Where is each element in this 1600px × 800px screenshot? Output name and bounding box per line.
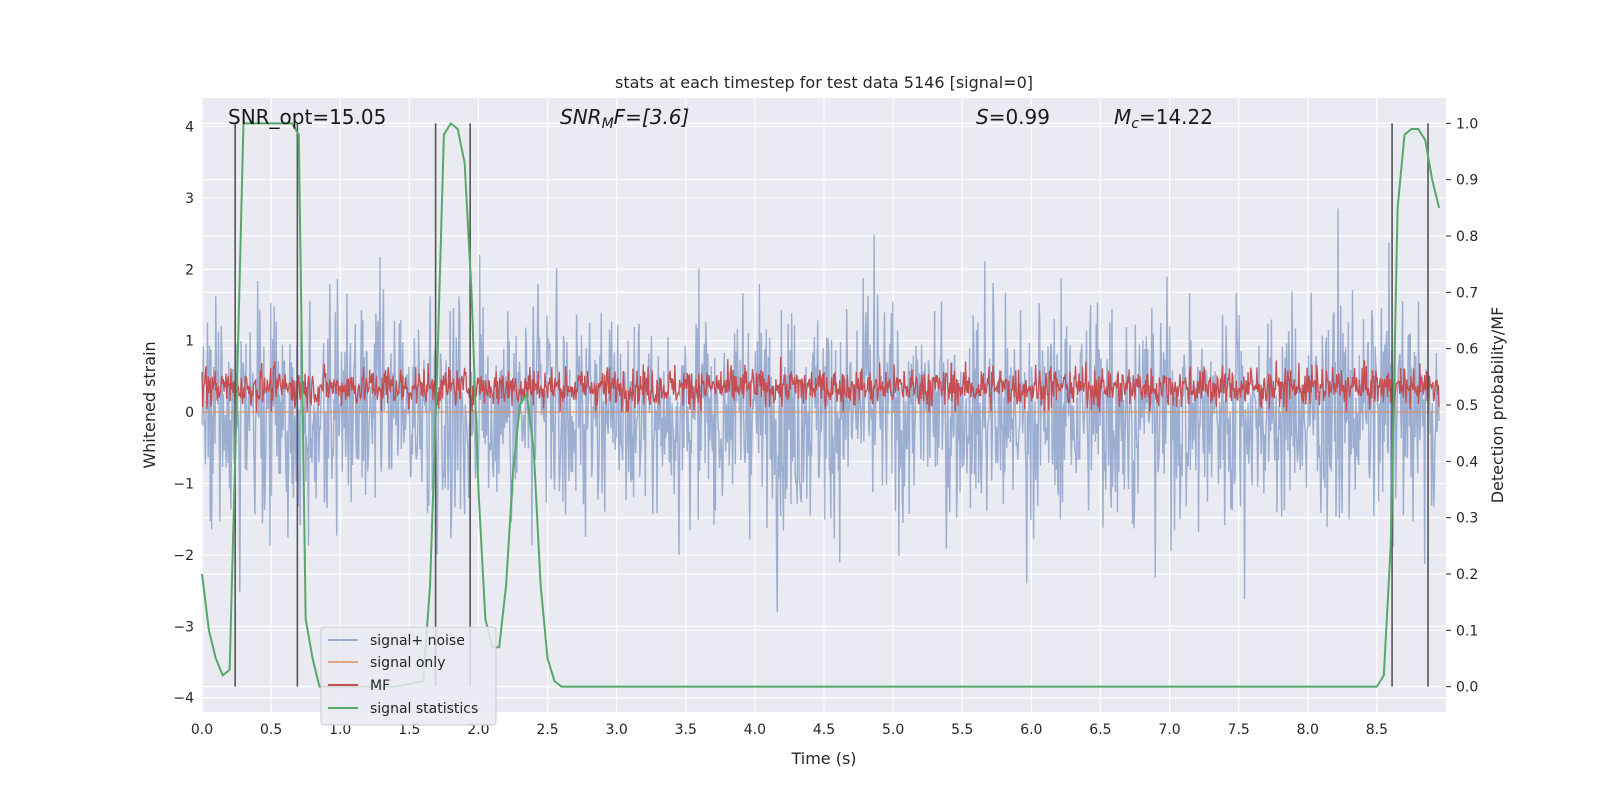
y2-tick-label: 1.0 (1456, 116, 1478, 132)
y2-tick-label: 0.6 (1456, 342, 1478, 358)
signal-statistics-line (201, 122, 1441, 688)
y2-tick-label: 0.7 (1456, 285, 1478, 301)
x-tick-label: 3.0 (606, 722, 628, 738)
x-tick-label: 5.0 (882, 722, 904, 738)
y-tick-label: 4 (185, 120, 194, 136)
y2-axis-ticks: 1.0 0.9 0.8 0.7 0.6 0.5 0.4 0.3 0.2 0.1 0.0 (1446, 116, 1478, 696)
x-tick-label: 6.5 (1089, 722, 1111, 738)
y2-tick-label: 0.5 (1456, 398, 1478, 414)
y-tick-label: 3 (185, 191, 194, 207)
series-signal-statistics (201, 122, 1441, 688)
annotation-mc: Mc=14.22 (1114, 105, 1213, 132)
x-tick-label: 1.0 (329, 722, 351, 738)
y-tick-label: −1 (173, 477, 194, 493)
y-tick-label: 1 (185, 334, 194, 350)
x-tick-label: 4.0 (744, 722, 766, 738)
x-axis-label: Time (s) (790, 749, 856, 768)
y2-tick-label: 0.3 (1456, 511, 1478, 527)
y-axis-label: Whitened strain (140, 341, 159, 468)
x-tick-label: 8.0 (1297, 722, 1319, 738)
legend-label-signal-statistics: signal statistics (370, 701, 478, 717)
x-tick-label: 4.5 (813, 722, 835, 738)
y-tick-label: −3 (173, 619, 194, 635)
annotation-s: S=0.99 (976, 105, 1050, 129)
x-tick-label: 7.0 (1158, 722, 1180, 738)
x-tick-label: 3.5 (675, 722, 697, 738)
x-tick-label: 8.5 (1366, 722, 1388, 738)
x-axis-ticks: 0.0 0.5 1.0 1.5 2.0 2.5 3.0 3.5 4.0 4.5 5.0 5.5 6.0 6… (191, 722, 1388, 738)
legend-label-signal-only: signal only (370, 655, 445, 671)
y2-tick-label: 0.1 (1456, 623, 1478, 639)
chart-title: stats at each timestep for test data 514… (615, 73, 1033, 92)
x-tick-label: 2.5 (536, 722, 558, 738)
y2-tick-label: 0.8 (1456, 229, 1478, 245)
x-tick-label: 1.5 (398, 722, 420, 738)
x-tick-label: 7.5 (1228, 722, 1250, 738)
legend-label-signal-noise: signal+ noise (370, 633, 465, 649)
x-tick-label: 0.0 (191, 722, 213, 738)
x-tick-label: 2.0 (467, 722, 489, 738)
y-tick-label: 0 (185, 405, 194, 421)
y2-tick-label: 0.0 (1456, 680, 1478, 696)
legend-label-mf: MF (370, 678, 390, 694)
y-tick-label: 2 (185, 262, 194, 278)
y2-tick-label: 0.2 (1456, 567, 1478, 583)
y2-tick-label: 0.4 (1456, 454, 1478, 470)
mf-line (201, 356, 1440, 413)
x-tick-label: 5.5 (951, 722, 973, 738)
x-tick-label: 6.0 (1020, 722, 1042, 738)
y2-tick-label: 0.9 (1456, 173, 1478, 189)
y2-axis-label: Detection probability/MF (1488, 307, 1507, 504)
y-tick-label: −2 (173, 548, 194, 564)
series-mf (201, 356, 1440, 413)
annotation-snr-mf: SNRMF=[3.6] (560, 105, 689, 132)
y-tick-label: −4 (173, 691, 194, 707)
annotation-snr-opt: SNR_opt=15.05 (228, 105, 386, 129)
legend: signal+ noise signal only MF signal stat… (320, 626, 497, 726)
x-tick-label: 0.5 (260, 722, 282, 738)
legend-box (320, 626, 497, 726)
y-axis-ticks: 4 3 2 1 0 −1 −2 −3 −4 (173, 120, 194, 707)
